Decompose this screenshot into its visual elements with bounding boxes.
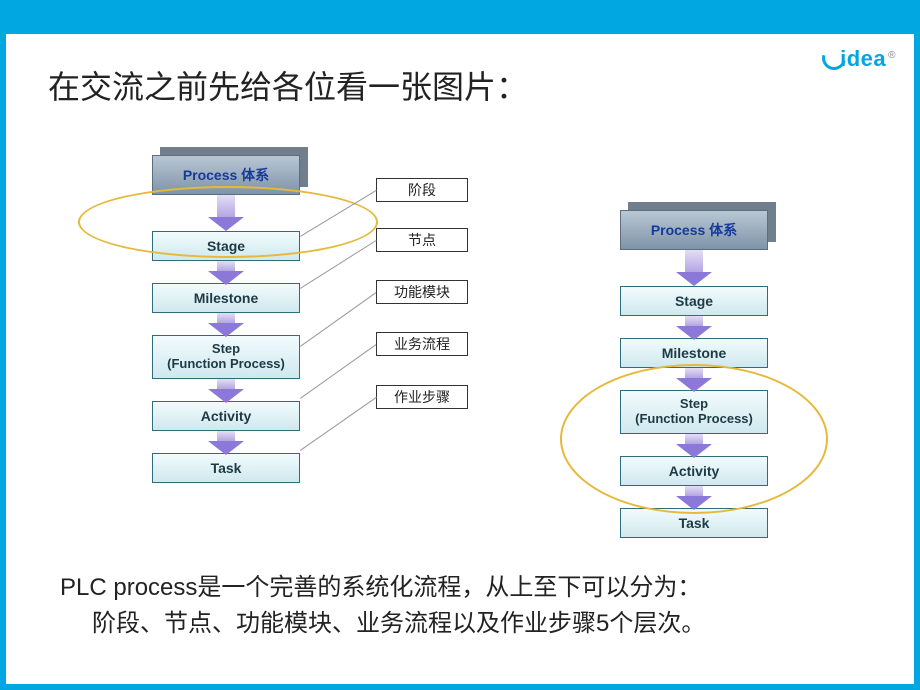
label-milestone_lbl: 节点 [376, 228, 468, 252]
process-label: Process 体系 [183, 165, 269, 185]
process-block-right: Process 体系 [620, 210, 768, 250]
slide-title: 在交流之前先给各位看一张图片： [48, 62, 528, 108]
flow-box-milestone: Milestone [152, 283, 300, 313]
arrow-down-icon [217, 379, 235, 389]
connector-line [300, 397, 377, 451]
arrow-down-icon [217, 313, 235, 323]
summary-line-1: PLC process是一个完善的系统化流程，从上至下可以分为： [60, 570, 705, 606]
frame-bottom [0, 684, 920, 690]
flow-box-step: Step(Function Process) [152, 335, 300, 379]
logo-text: idea [840, 46, 886, 71]
frame-top [0, 0, 920, 34]
label-step_lbl: 功能模块 [376, 280, 468, 304]
label-task_lbl: 作业步骤 [376, 385, 468, 409]
frame-right [914, 0, 920, 690]
midea-logo: idea® [822, 46, 896, 72]
summary-line-2: 阶段、节点、功能模块、业务流程以及作业步骤5个层次。 [60, 606, 705, 642]
connector-line [300, 292, 377, 347]
flow-box-stage: Stage [620, 286, 768, 316]
frame-left [0, 0, 6, 690]
label-stage_lbl: 阶段 [376, 178, 468, 202]
arrow-down-icon [217, 431, 235, 441]
arrow-down-icon [217, 261, 235, 271]
flow-box-activity: Activity [152, 401, 300, 431]
summary-text: PLC process是一个完善的系统化流程，从上至下可以分为： 阶段、节点、功… [60, 570, 705, 642]
label-activity_lbl: 业务流程 [376, 332, 468, 356]
flow-box-task: Task [152, 453, 300, 483]
arrow-down-icon [685, 316, 703, 326]
highlight-ellipse-right [560, 364, 828, 514]
arrow-down-icon [685, 250, 703, 272]
highlight-ellipse-left [78, 186, 378, 258]
connector-line [300, 344, 377, 399]
process-label: Process 体系 [651, 220, 737, 240]
